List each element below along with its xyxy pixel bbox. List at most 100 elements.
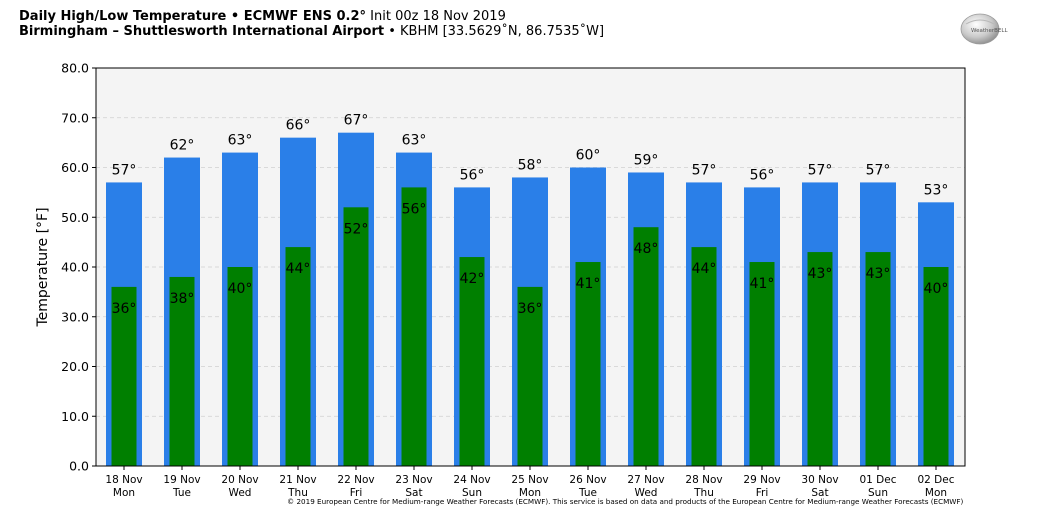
x-tick-date: 29 Nov [743, 474, 780, 486]
x-tick-date: 25 Nov [511, 474, 548, 486]
y-tick-label: 20.0 [61, 359, 89, 374]
high-value-label: 66° [286, 118, 311, 134]
high-value-label: 62° [170, 138, 195, 154]
low-bar [691, 247, 717, 466]
y-tick-label: 40.0 [61, 260, 89, 275]
low-value-label: 48° [634, 241, 659, 257]
low-bar [575, 262, 601, 466]
high-value-label: 57° [112, 162, 137, 178]
x-tick-date: 24 Nov [453, 474, 490, 486]
low-value-label: 52° [344, 221, 369, 237]
station-coords: • KBHM [33.5629˚N, 86.7535˚W] [384, 24, 605, 39]
x-tick-day: Thu [693, 487, 714, 499]
low-value-label: 40° [924, 281, 949, 297]
y-tick-label: 50.0 [61, 210, 89, 225]
high-value-label: 56° [750, 167, 775, 183]
low-bar [169, 276, 195, 466]
low-value-label: 44° [692, 261, 717, 277]
x-tick-date: 21 Nov [279, 474, 316, 486]
x-tick-day: Fri [350, 487, 363, 499]
low-value-label: 40° [228, 281, 253, 297]
x-tick-day: Fri [756, 487, 769, 499]
low-bar [227, 267, 253, 466]
x-tick-date: 02 Dec [917, 474, 954, 486]
x-tick-day: Wed [635, 487, 658, 499]
x-tick-day: Sun [868, 487, 888, 499]
station-name: Birmingham – Shuttlesworth International… [19, 24, 385, 39]
x-tick-date: 22 Nov [337, 474, 374, 486]
y-tick-label: 80.0 [61, 61, 89, 76]
low-value-label: 41° [576, 276, 601, 292]
low-bar [111, 286, 137, 466]
low-value-label: 43° [808, 266, 833, 282]
low-bar [749, 262, 775, 466]
low-value-label: 44° [286, 261, 311, 277]
y-tick-label: 0.0 [69, 459, 89, 474]
x-tick-date: 01 Dec [859, 474, 896, 486]
y-tick-label: 10.0 [61, 409, 89, 424]
bar-group [106, 132, 954, 467]
high-value-label: 53° [924, 182, 949, 198]
high-value-label: 56° [460, 167, 485, 183]
low-value-label: 41° [750, 276, 775, 292]
low-bar [923, 267, 949, 466]
y-axis-label: Temperature [°F] [35, 207, 51, 327]
chart-header: Daily High/Low Temperature • ECMWF ENS 0… [19, 9, 604, 39]
title-main: Daily High/Low Temperature • ECMWF ENS 0… [19, 9, 360, 24]
x-tick-day: Thu [287, 487, 308, 499]
high-value-label: 57° [866, 162, 891, 178]
high-value-label: 63° [402, 133, 427, 149]
low-bar [633, 227, 659, 466]
low-value-label: 56° [402, 201, 427, 217]
low-bar [517, 286, 543, 466]
high-value-label: 57° [808, 162, 833, 178]
high-value-label: 60° [576, 148, 601, 164]
low-bar [807, 252, 833, 466]
copyright-notice: © 2019 European Centre for Medium-range … [287, 497, 964, 506]
low-value-label: 36° [518, 301, 543, 317]
logo-graphic: WeatherBELL [960, 13, 1008, 45]
logo-text: WeatherBELL [971, 28, 1008, 34]
y-tick-label: 30.0 [61, 309, 89, 324]
x-tick-date: 23 Nov [395, 474, 432, 486]
high-value-label: 59° [634, 152, 659, 168]
x-tick-day: Wed [229, 487, 252, 499]
chart-title: Daily High/Low Temperature • ECMWF ENS 0… [19, 9, 604, 24]
chart-subtitle: Birmingham – Shuttlesworth International… [19, 24, 604, 39]
low-value-label: 42° [460, 271, 485, 287]
data-label-group: 57° 36° 62° 38° 63° 40° 66° 44° 67° 52° 63° 56° 56° 4… [112, 113, 949, 317]
low-bar [343, 207, 369, 467]
x-tick-date: 30 Nov [801, 474, 838, 486]
x-tick-date: 18 Nov [105, 474, 142, 486]
low-value-label: 36° [112, 301, 137, 317]
x-tick-day: Mon [519, 487, 541, 499]
weatherbell-logo-icon: WeatherBELL [958, 12, 1018, 46]
high-value-label: 58° [518, 157, 543, 173]
low-value-label: 43° [866, 266, 891, 282]
y-axis: 0.0 10.0 20.0 30.0 40.0 50.0 60.0 70.0 80.0 [61, 61, 96, 474]
x-tick-date: 19 Nov [163, 474, 200, 486]
x-tick-day: Sat [405, 487, 422, 499]
x-tick-day: Sun [462, 487, 482, 499]
title-degree: ° [359, 9, 367, 24]
low-bar [459, 257, 485, 466]
x-tick-date: 28 Nov [685, 474, 722, 486]
x-tick-day: Tue [578, 487, 597, 499]
x-tick-date: 27 Nov [627, 474, 664, 486]
y-tick-label: 70.0 [61, 110, 89, 125]
low-value-label: 38° [170, 291, 195, 307]
high-value-label: 63° [228, 133, 253, 149]
x-tick-day: Mon [113, 487, 135, 499]
x-tick-day: Sat [811, 487, 828, 499]
y-tick-label: 60.0 [61, 160, 89, 175]
high-value-label: 67° [344, 113, 369, 129]
low-bar [401, 187, 427, 466]
low-bar [865, 252, 891, 466]
low-bar [285, 247, 311, 466]
x-tick-date: 26 Nov [569, 474, 606, 486]
x-tick-date: 20 Nov [221, 474, 258, 486]
init-time: Init 00z 18 Nov 2019 [366, 9, 506, 24]
